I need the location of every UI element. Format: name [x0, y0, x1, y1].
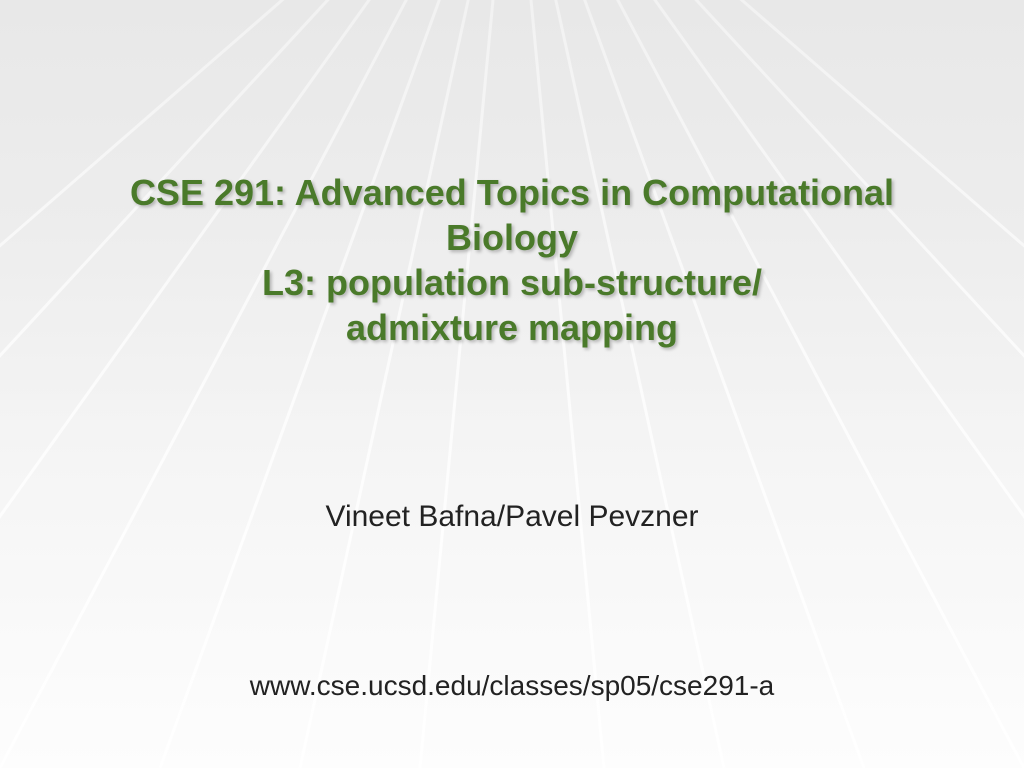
course-url: www.cse.ucsd.edu/classes/sp05/cse291-a — [0, 670, 1024, 702]
slide-content: CSE 291: Advanced Topics in Computationa… — [0, 0, 1024, 768]
title-line-2: Biology — [0, 215, 1024, 260]
title-line-4: admixture mapping — [0, 305, 1024, 350]
slide-title: CSE 291: Advanced Topics in Computationa… — [0, 170, 1024, 350]
authors-text: Vineet Bafna/Pavel Pevzner — [0, 500, 1024, 534]
title-line-1: CSE 291: Advanced Topics in Computationa… — [0, 170, 1024, 215]
title-line-3: L3: population sub-structure/ — [0, 260, 1024, 305]
